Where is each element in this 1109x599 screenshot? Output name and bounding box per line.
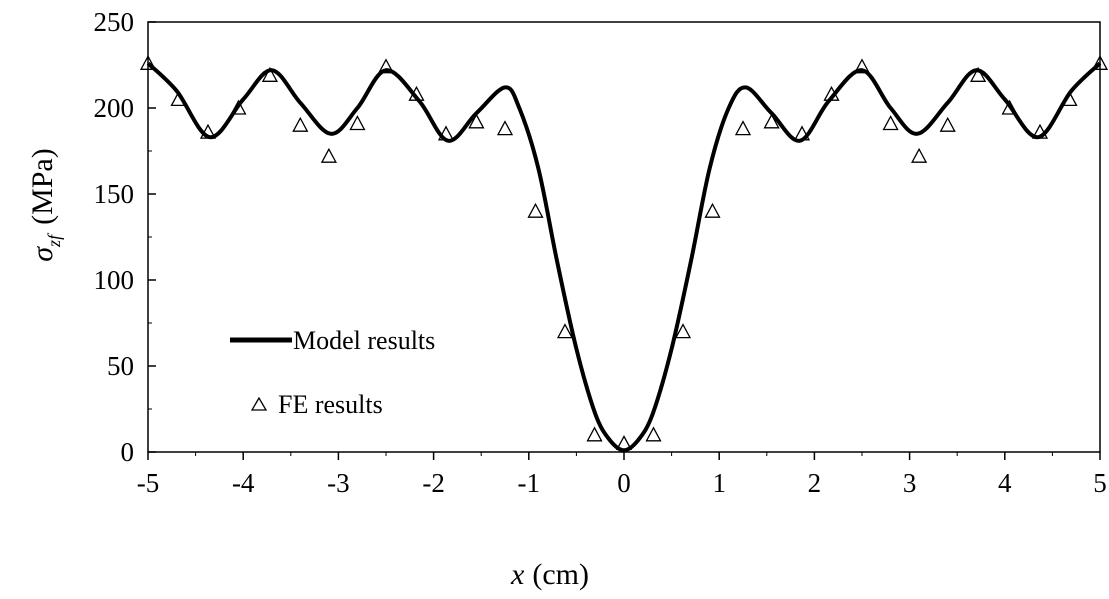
fe-result-point <box>970 66 987 82</box>
y-axis: 0 50 100 150 200 250 <box>94 7 156 467</box>
y-axis-subscript: zf <box>44 232 64 248</box>
fe-result-point <box>1091 54 1109 70</box>
x-axis-var: x <box>510 558 525 591</box>
fe-result-point <box>1061 91 1078 107</box>
x-axis-unit: (cm) <box>532 558 589 591</box>
x-tick-label: 2 <box>808 468 822 498</box>
x-tick-label: -5 <box>137 468 160 498</box>
fe-result-point <box>377 58 395 74</box>
x-tick-label: -2 <box>422 468 445 498</box>
fe-result-point <box>556 323 574 339</box>
fe-result-point <box>615 435 633 451</box>
fe-result-point <box>527 202 544 218</box>
fe-result-point <box>823 85 840 101</box>
legend: Model results FE results <box>230 326 435 419</box>
fe-result-point <box>882 115 899 131</box>
fe-result-point <box>674 323 692 339</box>
y-axis-title: σzf (MPa) <box>26 148 64 261</box>
fe-result-point <box>1001 99 1018 115</box>
x-axis: -5 -4 -3 -2 -1 0 1 2 3 4 5 <box>137 452 1107 498</box>
x-tick-label: -1 <box>518 468 541 498</box>
y-tick-label: 200 <box>94 93 135 123</box>
fe-result-point <box>261 66 278 82</box>
x-axis-title: x (cm) <box>510 558 589 591</box>
y-tick-label: 100 <box>94 265 135 295</box>
fe-result-point <box>586 426 603 442</box>
x-tick-label: 3 <box>903 468 917 498</box>
x-tick-label: 4 <box>998 468 1012 498</box>
fe-result-point <box>763 113 780 129</box>
y-tick-label: 50 <box>107 351 134 381</box>
y-tick-label: 250 <box>94 7 135 37</box>
x-tick-label: 5 <box>1093 468 1107 498</box>
y-axis-unit: (MPa) <box>26 148 59 225</box>
series-line-model-results <box>146 61 1102 453</box>
x-tick-label: -4 <box>232 468 255 498</box>
fe-result-point <box>230 99 247 115</box>
y-tick-label: 150 <box>94 179 135 209</box>
fe-result-point <box>199 123 217 139</box>
fe-result-point <box>468 113 485 129</box>
x-tick-label: 0 <box>617 468 631 498</box>
fe-result-point <box>704 202 721 218</box>
fe-result-point <box>292 116 309 132</box>
fe-result-point <box>437 125 455 141</box>
fe-result-point <box>911 147 928 163</box>
fe-result-point <box>170 91 187 107</box>
legend-label-fe: FE results <box>278 390 383 419</box>
series-layer <box>139 54 1109 453</box>
x-tick-label: -3 <box>327 468 350 498</box>
fe-result-point <box>496 120 514 136</box>
fe-result-point <box>793 125 811 141</box>
fe-result-point <box>320 147 337 163</box>
x-tick-label: 1 <box>712 468 726 498</box>
fe-result-point <box>734 120 752 136</box>
fe-result-point <box>939 116 956 132</box>
fe-result-point <box>349 115 366 131</box>
legend-triangle-marker <box>250 396 268 411</box>
fe-result-point <box>139 54 157 70</box>
fe-result-point <box>408 85 425 101</box>
legend-label-model: Model results <box>293 326 435 355</box>
y-axis-var: σ <box>26 246 59 262</box>
y-tick-label: 0 <box>121 437 135 467</box>
fe-result-point <box>645 426 662 442</box>
fe-result-point <box>853 58 871 74</box>
fe-result-point <box>1031 123 1049 139</box>
